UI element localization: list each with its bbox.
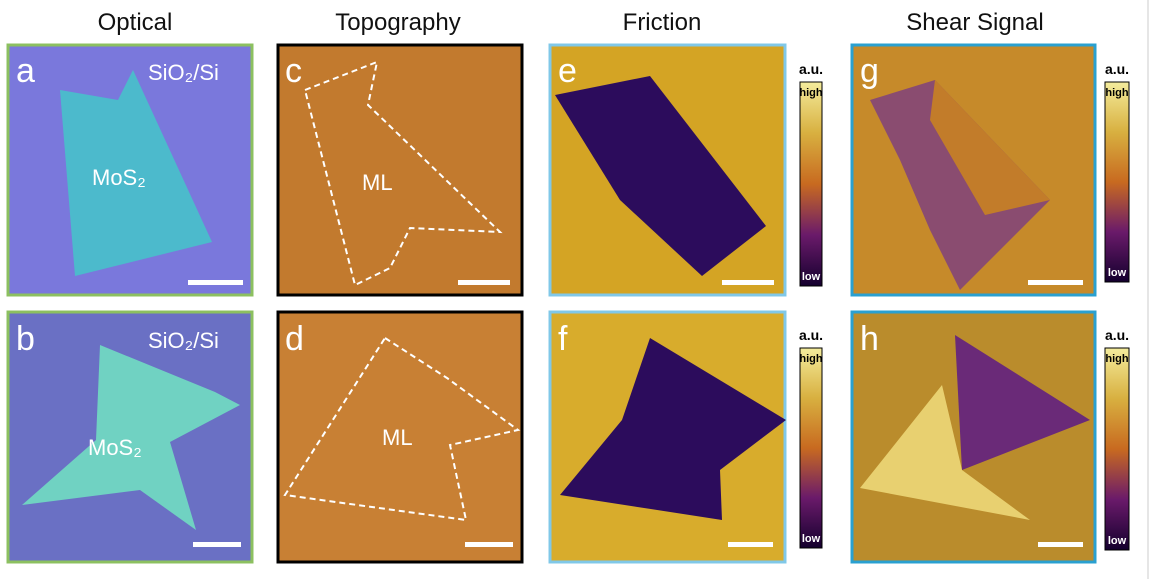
- panel-d: d ML: [278, 312, 522, 562]
- colorbar-unit: a.u.: [1105, 327, 1129, 343]
- column-title: Shear Signal: [906, 9, 1043, 36]
- column-title: Friction: [623, 9, 702, 36]
- substrate-label: SiO₂/Si: [148, 60, 219, 85]
- flake-label: MoS₂: [88, 435, 142, 460]
- panel-letter: g: [860, 52, 879, 90]
- panel-letter: f: [558, 320, 568, 358]
- panel-letter: a: [16, 52, 35, 90]
- panel-letter: b: [16, 320, 35, 358]
- panel-f: f: [550, 312, 786, 562]
- colorbar-high: high: [1105, 353, 1128, 365]
- colorbar-low: low: [1108, 535, 1127, 547]
- colorbar-unit: a.u.: [1105, 61, 1129, 77]
- panel-e: e: [550, 45, 785, 295]
- colorbar-high: high: [1105, 87, 1128, 99]
- column-title: Topography: [335, 9, 460, 36]
- colorbar-high: high: [799, 87, 822, 99]
- flake-label: MoS₂: [92, 165, 146, 190]
- flake-label: ML: [362, 170, 393, 195]
- panel-letter: c: [285, 52, 302, 90]
- colorbar: a.u. high low: [1105, 327, 1129, 550]
- panel-b: b SiO₂/Si MoS₂: [8, 312, 252, 562]
- panel-letter: e: [558, 52, 577, 90]
- panel-h: h: [852, 312, 1095, 562]
- substrate-label: SiO₂/Si: [148, 328, 219, 353]
- colorbar: a.u. high low: [799, 61, 823, 286]
- figure: Optical Topography Friction Shear Signal…: [0, 0, 1154, 579]
- panel-a: a SiO₂/Si MoS₂: [8, 45, 252, 295]
- column-title: Optical: [98, 9, 173, 36]
- colorbar-low: low: [802, 271, 821, 283]
- colorbar-high: high: [799, 353, 822, 365]
- panel-c: c ML: [278, 45, 522, 295]
- colorbar-unit: a.u.: [799, 327, 823, 343]
- panel-letter: h: [860, 320, 879, 358]
- colorbar: a.u. high low: [1105, 61, 1129, 282]
- flake-label: ML: [382, 425, 413, 450]
- panel-letter: d: [285, 320, 304, 358]
- colorbar-low: low: [1108, 267, 1127, 279]
- colorbar-low: low: [802, 533, 821, 545]
- page: Optical Topography Friction Shear Signal…: [0, 0, 1154, 579]
- panel-g: g: [852, 45, 1095, 295]
- colorbar: a.u. high low: [799, 327, 823, 548]
- colorbar-unit: a.u.: [799, 61, 823, 77]
